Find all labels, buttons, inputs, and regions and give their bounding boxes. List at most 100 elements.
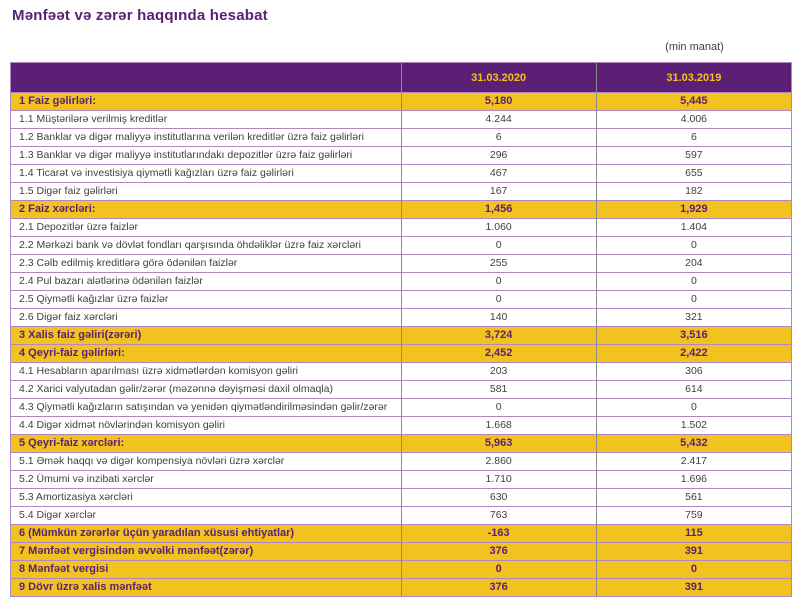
- value-2020: 5,963: [400, 434, 597, 453]
- value-2020: 376: [400, 578, 597, 597]
- table-row: 1.1 Müştərilərə verilmiş kreditlər 4.244 4…: [10, 110, 792, 129]
- value-2019: 5,445: [595, 92, 792, 111]
- table-row: 1.2 Banklar və digər maliyyə institutlar…: [10, 128, 792, 147]
- table-row: 2.4 Pul bazarı alətlərinə ödənilən faizl…: [10, 272, 792, 291]
- value-2020: 0: [400, 272, 597, 291]
- table-row: 8 Mənfəət vergisi 0 0: [10, 560, 792, 579]
- table-row: 2.2 Mərkəzi bank və dövlət fondları qarş…: [10, 236, 792, 255]
- row-label: 2.4 Pul bazarı alətlərinə ödənilən faizl…: [10, 272, 401, 291]
- table-row: 5.1 Əmək haqqı və digər kompensiya növlə…: [10, 452, 792, 471]
- row-label: 4.3 Qiymətli kağızların satışından və ye…: [10, 398, 401, 417]
- table-row: 4.2 Xarici valyutadan gəlir/zərər (məzən…: [10, 380, 792, 399]
- row-label: 3 Xalis faiz gəliri(zərəri): [10, 326, 401, 345]
- table-row: 1.5 Digər faiz gəlirləri 167 182: [10, 182, 792, 201]
- value-2019: 561: [595, 488, 792, 507]
- table-row: 3 Xalis faiz gəliri(zərəri) 3,724 3,516: [10, 326, 792, 345]
- value-2020: 140: [400, 308, 597, 327]
- value-2019: 204: [595, 254, 792, 273]
- row-label: 1 Faiz gəlirləri:: [10, 92, 401, 111]
- value-2020: 0: [400, 290, 597, 309]
- value-2019: 391: [595, 578, 792, 597]
- value-2019: 655: [595, 164, 792, 183]
- row-label: 5.2 Ümumi və inzibati xərclər: [10, 470, 401, 489]
- table-row: 5 Qeyri-faiz xərcləri: 5,963 5,432: [10, 434, 792, 453]
- row-label: 5.3 Amortizasiya xərcləri: [10, 488, 401, 507]
- row-label: 2.2 Mərkəzi bank və dövlət fondları qarş…: [10, 236, 401, 255]
- row-label: 4 Qeyri-faiz gəlirləri:: [10, 344, 401, 363]
- value-2019: 0: [595, 398, 792, 417]
- table-row: 1.3 Banklar və digər maliyyə institutlar…: [10, 146, 792, 165]
- table-header-row: 31.03.2020 31.03.2019: [10, 62, 792, 93]
- value-2020: 1,456: [400, 200, 597, 219]
- value-2019: 391: [595, 542, 792, 561]
- row-label: 4.4 Digər xidmət növlərindən komisyon gə…: [10, 416, 401, 435]
- table-row: 2.1 Depozitlər üzrə faizlər 1.060 1.404: [10, 218, 792, 237]
- table-row: 1 Faiz gəlirləri: 5,180 5,445: [10, 92, 792, 111]
- row-label: 1.5 Digər faiz gəlirləri: [10, 182, 401, 201]
- value-2019: 0: [595, 236, 792, 255]
- value-2020: 296: [400, 146, 597, 165]
- value-2019: 1.696: [595, 470, 792, 489]
- table-row: 2.5 Qiymətli kağızlar üzrə faizlər 0 0: [10, 290, 792, 309]
- row-label: 4.2 Xarici valyutadan gəlir/zərər (məzən…: [10, 380, 401, 399]
- value-2019: 614: [595, 380, 792, 399]
- table-row: 5.2 Ümumi və inzibati xərclər 1.710 1.696: [10, 470, 792, 489]
- header-col-2019: 31.03.2019: [595, 62, 792, 93]
- value-2019: 1,929: [595, 200, 792, 219]
- table-row: 7 Mənfəət vergisindən əvvəlki mənfəət(zə…: [10, 542, 792, 561]
- value-2019: 4.006: [595, 110, 792, 129]
- table-row: 2.3 Cəlb edilmiş kreditlərə görə ödənilə…: [10, 254, 792, 273]
- value-2019: 0: [595, 272, 792, 291]
- row-label: 1.4 Ticarət və investisiya qiymətli kağı…: [10, 164, 401, 183]
- value-2020: 0: [400, 398, 597, 417]
- row-label: 4.1 Hesabların aparılması üzrə xidmətlər…: [10, 362, 401, 381]
- value-2020: 255: [400, 254, 597, 273]
- page-title: Mənfəət və zərər haqqında hesabat: [12, 7, 268, 24]
- value-2019: 6: [595, 128, 792, 147]
- value-2019: 2,422: [595, 344, 792, 363]
- value-2019: 1.404: [595, 218, 792, 237]
- row-label: 5 Qeyri-faiz xərcləri:: [10, 434, 401, 453]
- value-2020: 2.860: [400, 452, 597, 471]
- header-empty-cell: [10, 62, 401, 93]
- value-2019: 2.417: [595, 452, 792, 471]
- value-2019: 0: [595, 560, 792, 579]
- table-row: 5.3 Amortizasiya xərcləri 630 561: [10, 488, 792, 507]
- unit-note: (min manat): [665, 41, 724, 53]
- row-label: 1.1 Müştərilərə verilmiş kreditlər: [10, 110, 401, 129]
- table-row: 9 Dövr üzrə xalis mənfəət 376 391: [10, 578, 792, 597]
- value-2019: 0: [595, 290, 792, 309]
- value-2020: 0: [400, 236, 597, 255]
- value-2020: 467: [400, 164, 597, 183]
- value-2020: 5,180: [400, 92, 597, 111]
- value-2019: 321: [595, 308, 792, 327]
- row-label: 5.4 Digər xərclər: [10, 506, 401, 525]
- table-body: 1 Faiz gəlirləri: 5,180 5,445 1.1 Müştərilə…: [10, 92, 792, 597]
- pnl-table: 31.03.2020 31.03.2019 1 Faiz gəlirləri: 5…: [10, 62, 792, 597]
- table-row: 5.4 Digər xərclər 763 759: [10, 506, 792, 525]
- value-2020: 4.244: [400, 110, 597, 129]
- value-2020: 763: [400, 506, 597, 525]
- value-2019: 1.502: [595, 416, 792, 435]
- row-label: 2.1 Depozitlər üzrə faizlər: [10, 218, 401, 237]
- row-label: 2 Faiz xərcləri:: [10, 200, 401, 219]
- value-2020: 1.710: [400, 470, 597, 489]
- value-2019: 759: [595, 506, 792, 525]
- value-2020: -163: [400, 524, 597, 543]
- row-label: 2.3 Cəlb edilmiş kreditlərə görə ödənilə…: [10, 254, 401, 273]
- value-2020: 0: [400, 560, 597, 579]
- row-label: 6 (Mümkün zərərlər üçün yaradılan xüsusi…: [10, 524, 401, 543]
- row-label: 2.6 Digər faiz xərcləri: [10, 308, 401, 327]
- value-2019: 597: [595, 146, 792, 165]
- value-2020: 1.060: [400, 218, 597, 237]
- value-2020: 1.668: [400, 416, 597, 435]
- value-2019: 306: [595, 362, 792, 381]
- table-row: 2 Faiz xərcləri: 1,456 1,929: [10, 200, 792, 219]
- table-row: 6 (Mümkün zərərlər üçün yaradılan xüsusi…: [10, 524, 792, 543]
- value-2019: 3,516: [595, 326, 792, 345]
- table-row: 1.4 Ticarət və investisiya qiymətli kağı…: [10, 164, 792, 183]
- row-label: 5.1 Əmək haqqı və digər kompensiya növlə…: [10, 452, 401, 471]
- value-2019: 182: [595, 182, 792, 201]
- row-label: 9 Dövr üzrə xalis mənfəət: [10, 578, 401, 597]
- value-2020: 203: [400, 362, 597, 381]
